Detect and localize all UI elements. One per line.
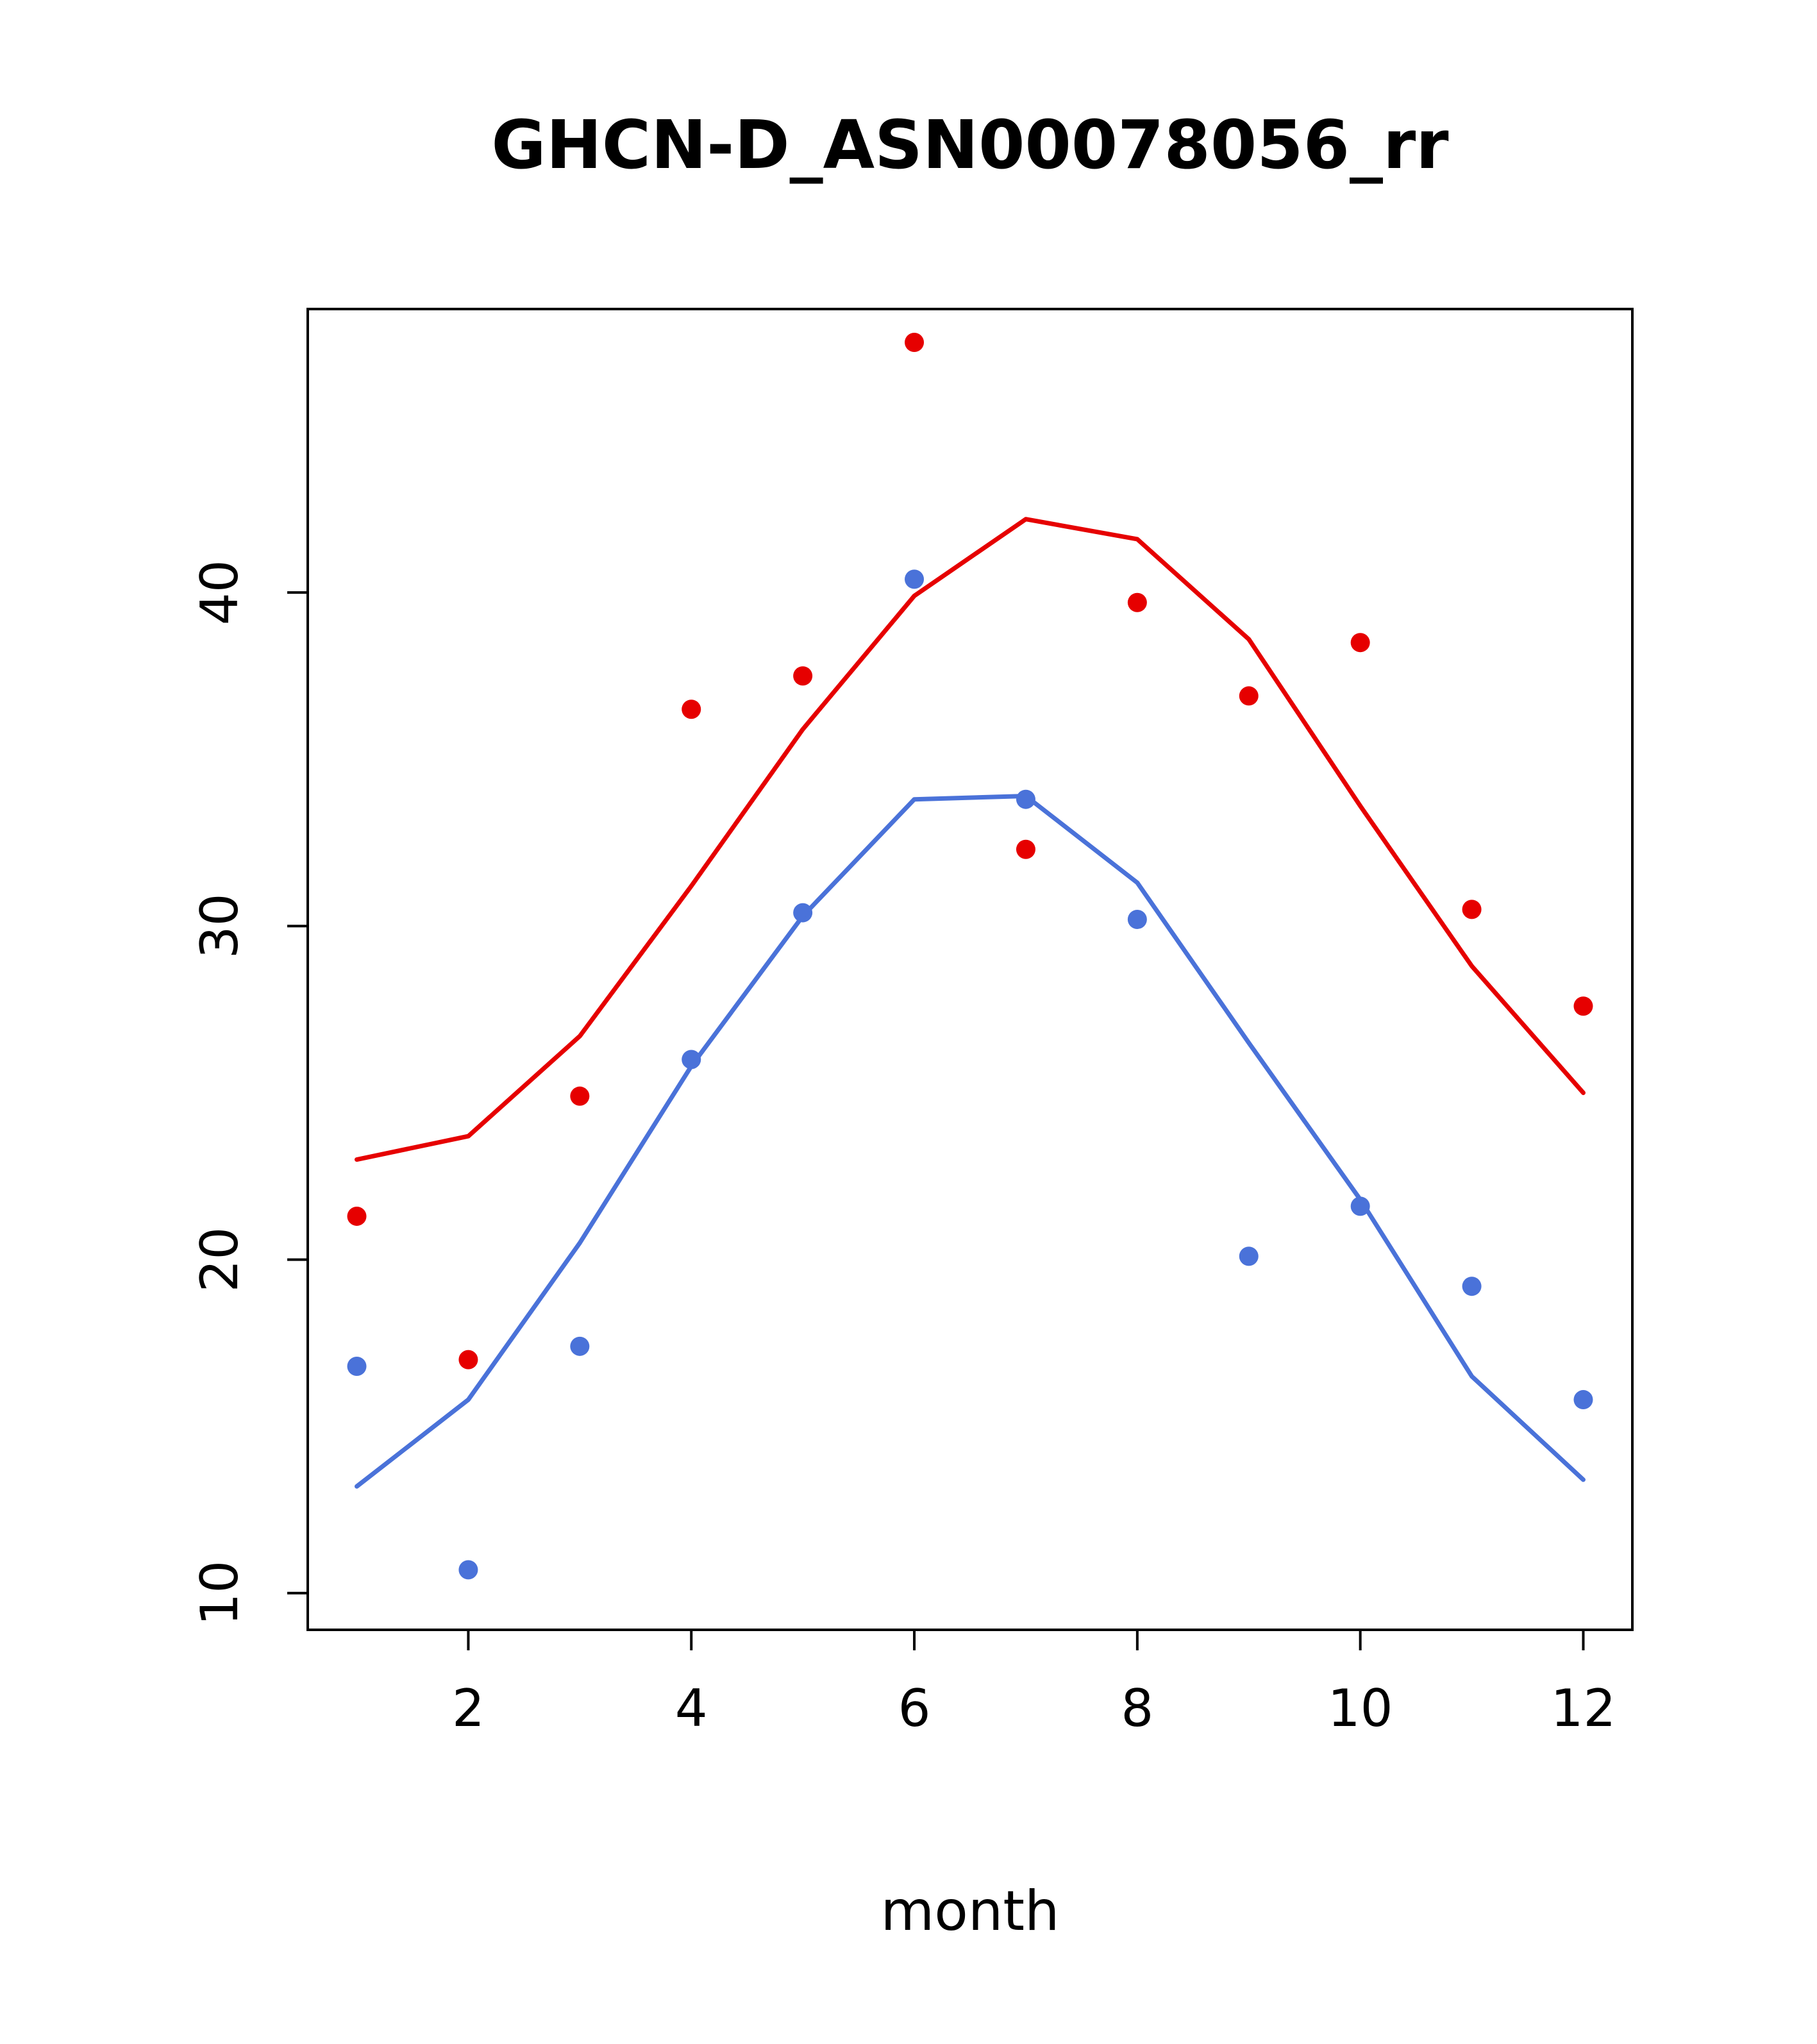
blue-scatter-point (458, 1560, 478, 1580)
y-tick-label: 30 (190, 893, 249, 959)
red-scatter-point (1239, 686, 1259, 706)
x-tick-label: 6 (898, 1679, 931, 1738)
red-scatter-point (458, 1350, 478, 1370)
red-scatter-point (1127, 592, 1147, 612)
red-scatter-point (1573, 996, 1593, 1016)
blue-scatter-point (1573, 1390, 1593, 1410)
blue-scatter-point (905, 569, 925, 589)
blue-scatter-point (347, 1357, 367, 1377)
blue-scatter-point (1239, 1246, 1259, 1266)
blue-scatter-point (1462, 1277, 1482, 1296)
red-line (355, 517, 1586, 1162)
x-tick-label: 10 (1328, 1679, 1393, 1738)
red-scatter-point (570, 1086, 590, 1106)
x-tick-label: 12 (1551, 1679, 1616, 1738)
x-tick-label: 4 (675, 1679, 708, 1738)
y-tick-label: 40 (190, 560, 249, 625)
red-scatter-point (682, 699, 701, 719)
x-tick-label: 2 (452, 1679, 485, 1738)
red-scatter-point (1016, 839, 1035, 859)
blue-line (355, 793, 1586, 1489)
plot-border (306, 308, 1634, 1631)
x-tick-label: 8 (1121, 1679, 1153, 1738)
red-scatter-point (793, 666, 813, 686)
red-scatter-point (1350, 633, 1370, 653)
y-tick-label: 20 (190, 1227, 249, 1293)
chart-content: 2 4 6 8 10 12 10 20 30 40 (190, 333, 1616, 1738)
blue-scatter-point (570, 1336, 590, 1356)
chart-title: GHCN-D_ASN00078056_rr (491, 106, 1448, 184)
red-scatter-point (347, 1206, 367, 1226)
red-scatter-point (1462, 900, 1482, 919)
blue-scatter-point (1127, 909, 1147, 929)
x-axis-label: month (880, 1879, 1059, 1943)
y-tick-label: 10 (190, 1561, 249, 1626)
red-scatter-point (905, 333, 925, 353)
blue-scatter-point (682, 1050, 701, 1069)
